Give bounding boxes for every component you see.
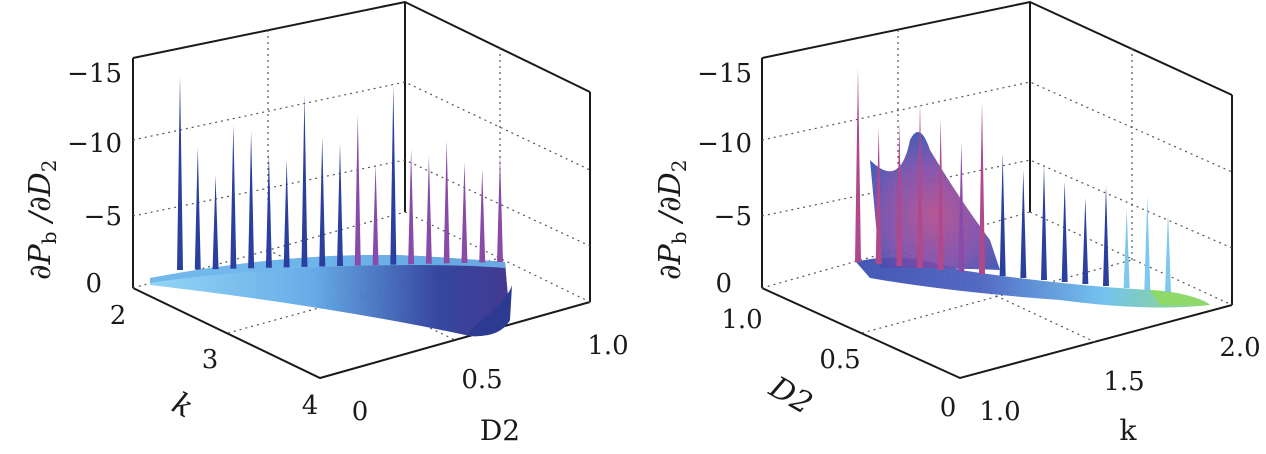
left-spike-18 [497, 154, 503, 262]
right-spike-7 [999, 153, 1006, 276]
axis2-tick-right-0: 1.0 [979, 397, 1020, 427]
axis1-tick-left-1: 3 [202, 345, 219, 375]
z-tick-left-1: −5 [84, 202, 122, 232]
z-tick-right-0: 0 [715, 269, 732, 299]
z-tick-left-3: −15 [67, 59, 122, 89]
left-spike-0 [177, 75, 183, 270]
left-spike-2 [212, 175, 219, 270]
right-spike-13 [1123, 208, 1130, 288]
right-spike-1 [875, 127, 882, 264]
left-spike-11 [372, 164, 379, 266]
right-spike-10 [1061, 181, 1068, 282]
axis2-tick-left-2: 1.0 [587, 331, 628, 361]
surface-right [855, 67, 1210, 308]
left-spike-6 [283, 159, 290, 268]
axis1-tick-left-2: 4 [302, 391, 319, 421]
left-spike-10 [354, 114, 361, 266]
right-spike-12 [1103, 185, 1109, 286]
left-spike-12 [390, 84, 397, 265]
axis2-label-left: D2 [480, 414, 520, 447]
axis1-tick-right-0: 1.0 [721, 305, 762, 335]
axis2-tick-left-1: 0.5 [461, 365, 502, 395]
left-spike-1 [194, 147, 201, 270]
left-spike-16 [461, 162, 468, 263]
z-tick-left-2: −10 [67, 129, 122, 159]
z-tick-right-1: −5 [714, 202, 752, 232]
spikes-left [177, 75, 503, 270]
surface-left [150, 75, 512, 337]
right-spike-8 [1020, 170, 1027, 278]
axis1-tick-left-0: 2 [110, 301, 127, 331]
axis2-label-right: k [1120, 414, 1138, 447]
axis1-tick-right-2: 0 [940, 393, 957, 423]
right-spike-9 [1041, 164, 1047, 280]
right-chart: 0 −5 −10 −15 ∂Pb /∂D2 1.0 0.5 0 D2 1.0 1… [653, 0, 1261, 447]
spikes-right [855, 67, 1171, 292]
axis1-label-left: k [166, 386, 198, 425]
right-spike-11 [1082, 197, 1089, 284]
axis2-tick-right-2: 2.0 [1219, 333, 1260, 363]
left-spike-8 [319, 136, 326, 267]
right-spike-14 [1144, 196, 1151, 290]
right-spike-5 [958, 142, 965, 272]
axis1-label-right: D2 [762, 369, 818, 421]
axis1-tick-right-1: 0.5 [819, 345, 860, 375]
left-spike-13 [408, 149, 415, 265]
z-label-left: ∂Pb /∂D2 [23, 160, 61, 280]
right-spike-2 [896, 122, 903, 266]
left-spike-7 [301, 94, 308, 267]
axis2-tick-left-0: 0 [352, 397, 369, 427]
left-spike-5 [265, 152, 272, 268]
left-spike-17 [479, 168, 486, 263]
z-tick-right-2: −10 [697, 129, 752, 159]
right-spike-0 [855, 67, 861, 262]
right-spike-15 [1165, 212, 1171, 292]
left-spike-4 [248, 131, 255, 269]
right-spike-6 [979, 101, 985, 274]
left-spike-9 [337, 143, 343, 266]
axis2-tick-right-1: 1.5 [1103, 367, 1144, 397]
right-spike-3 [917, 102, 923, 269]
left-spike-15 [443, 140, 450, 264]
z-label-right: ∂Pb /∂D2 [653, 160, 691, 280]
left-spike-14 [425, 155, 432, 264]
right-spike-4 [937, 118, 944, 270]
left-spike-3 [230, 124, 237, 269]
left-chart: 0 −5 −10 −15 ∂Pb /∂D2 2 3 4 k 0 0.5 1.0 … [23, 0, 629, 447]
z-tick-right-3: −15 [697, 59, 752, 89]
z-tick-left-0: 0 [85, 269, 102, 299]
